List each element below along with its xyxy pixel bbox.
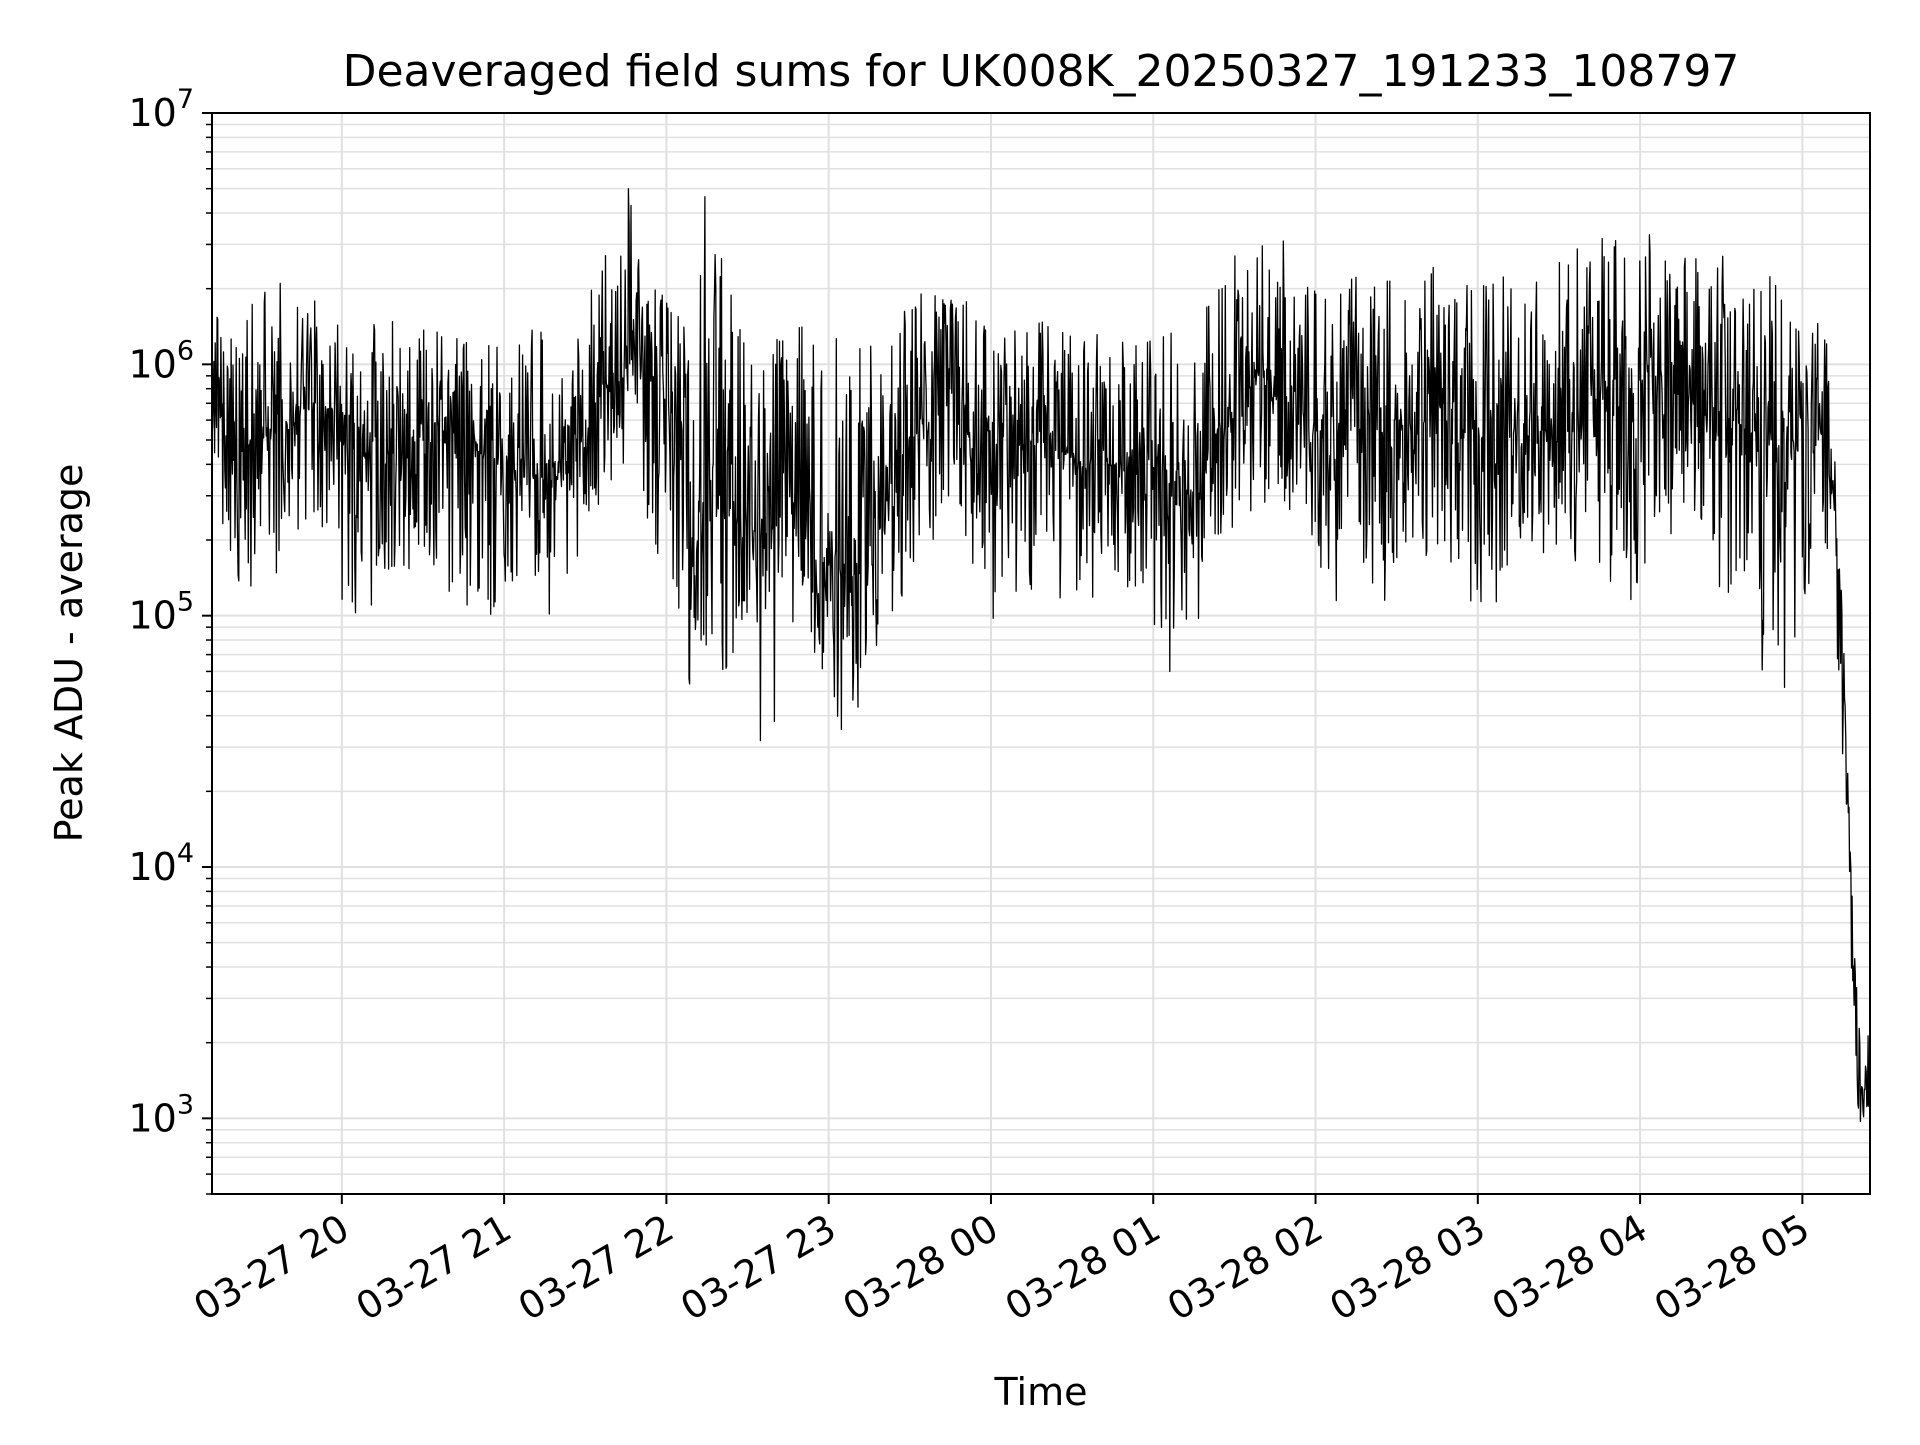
y-tick-label-base: 10: [128, 91, 176, 135]
y-axis-label: Peak ADU - average: [47, 464, 91, 843]
y-tick-label: 104: [128, 838, 194, 889]
y-tick-label-exponent: 7: [177, 84, 194, 115]
data-series-line: [211, 188, 1871, 1123]
y-tick-label-base: 10: [128, 845, 176, 889]
y-tick-label-exponent: 4: [177, 838, 194, 869]
y-tick-label-exponent: 3: [177, 1089, 194, 1120]
plot-area-frame: [211, 112, 1871, 1195]
y-tick-label: 103: [128, 1089, 194, 1140]
y-tick-label: 105: [128, 587, 194, 638]
chart-title: Deaveraged field sums for UK008K_2025032…: [343, 46, 1740, 97]
y-tick-label-exponent: 6: [177, 335, 194, 366]
y-tick-label: 106: [128, 335, 194, 386]
y-tick-label-exponent: 5: [177, 587, 194, 618]
y-tick-label-base: 10: [128, 342, 176, 386]
y-tick-label-base: 10: [128, 1096, 176, 1140]
x-axis-label: Time: [994, 1370, 1088, 1414]
y-tick-label: 107: [128, 84, 194, 135]
y-tick-label-base: 10: [128, 594, 176, 638]
series-line: [211, 188, 1871, 1123]
